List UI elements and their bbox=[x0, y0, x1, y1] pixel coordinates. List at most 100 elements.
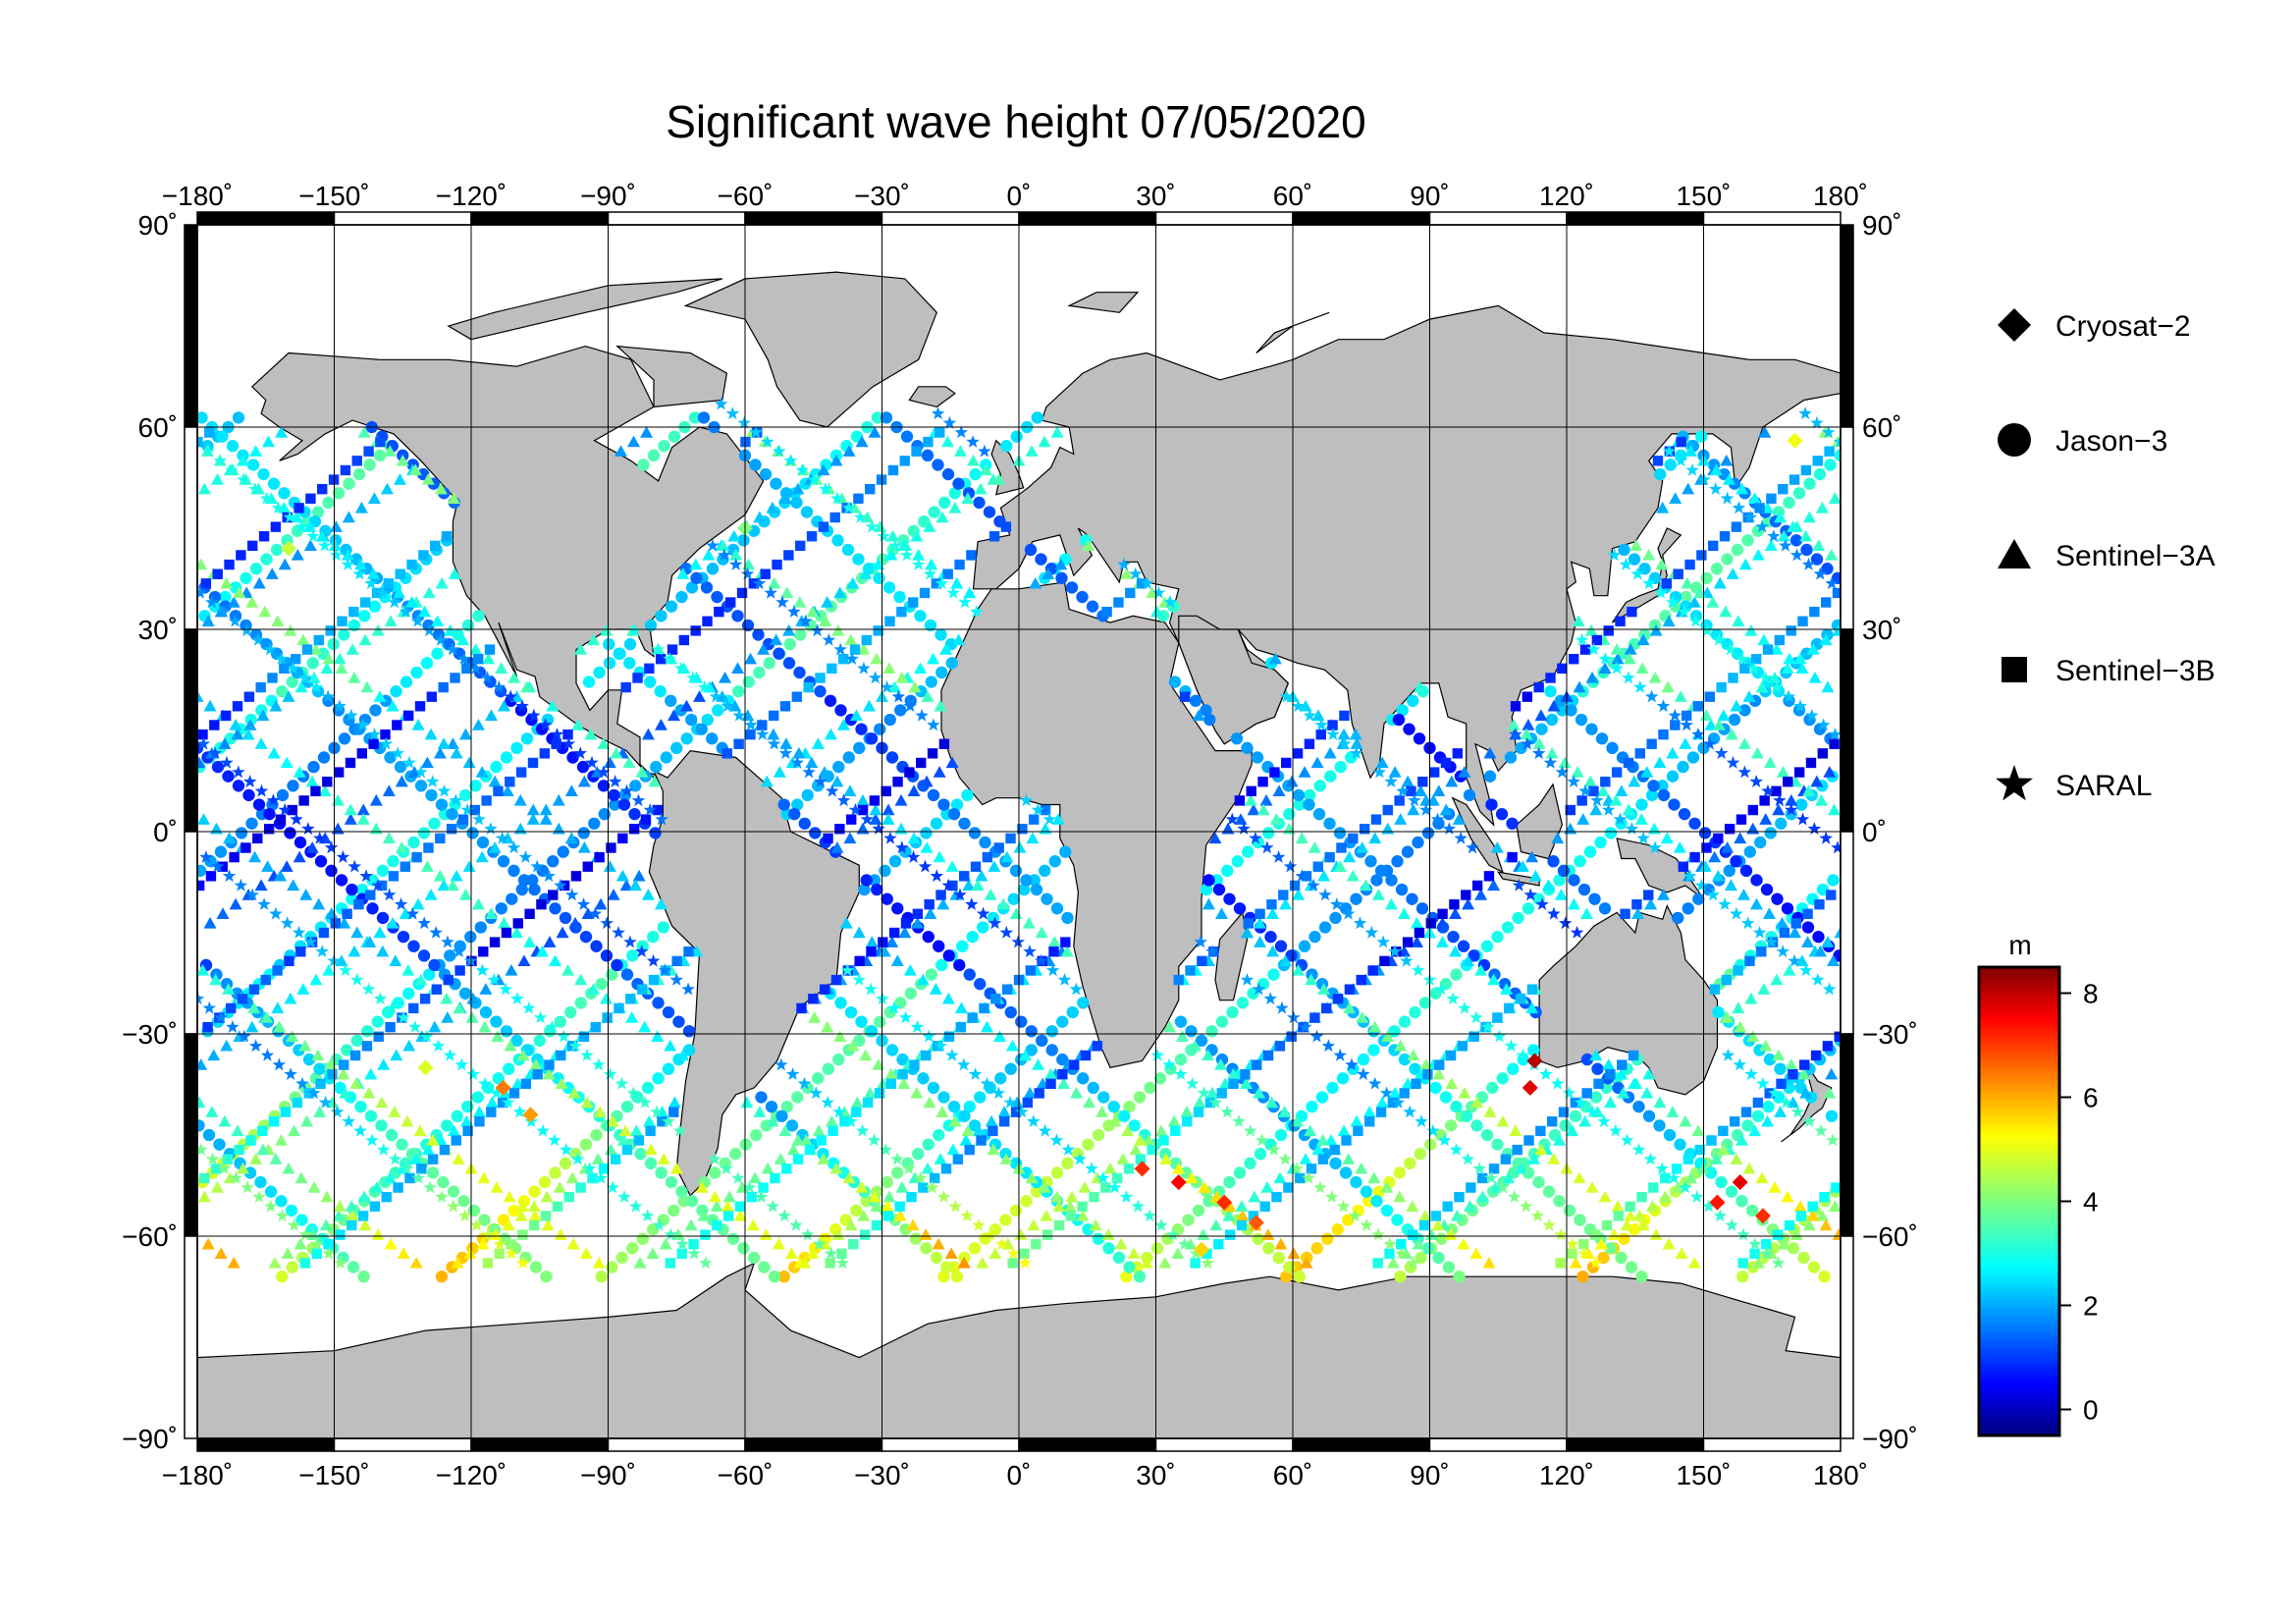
track-square-point bbox=[520, 1078, 531, 1090]
track-triangle-point bbox=[987, 1143, 1000, 1156]
track-triangle-point bbox=[290, 511, 303, 523]
track-triangle-point bbox=[1744, 623, 1758, 636]
track-circle-point bbox=[1303, 798, 1315, 811]
track-star-point bbox=[840, 963, 855, 977]
track-triangle-point bbox=[1311, 1143, 1325, 1156]
track-square-point bbox=[599, 1163, 610, 1174]
track-triangle-point bbox=[1368, 1020, 1382, 1033]
track-triangle-point bbox=[1516, 860, 1529, 872]
track-square-point bbox=[501, 927, 512, 939]
track-triangle-point bbox=[988, 860, 1001, 872]
track-circle-point bbox=[655, 610, 667, 622]
track-triangle-point bbox=[843, 784, 857, 796]
track-triangle-point bbox=[778, 492, 792, 504]
track-triangle-point bbox=[1227, 1067, 1241, 1080]
track-triangle-point bbox=[1393, 1190, 1407, 1203]
track-star-point bbox=[1117, 557, 1131, 570]
track-triangle-point bbox=[395, 840, 408, 853]
track-star-point bbox=[1743, 510, 1758, 523]
track-square-point bbox=[990, 994, 1001, 1004]
track-circle-point bbox=[1123, 1100, 1136, 1113]
track-star-point bbox=[287, 1217, 301, 1231]
track-triangle-point bbox=[859, 568, 873, 579]
track-square-point bbox=[1636, 1191, 1647, 1203]
x-tick-label-top: 180˚ bbox=[1813, 181, 1868, 211]
track-triangle-point bbox=[373, 690, 387, 702]
track-circle-point bbox=[1393, 1166, 1406, 1179]
track-circle-point bbox=[1535, 723, 1548, 735]
track-square-point bbox=[909, 1059, 920, 1070]
track-circle-point bbox=[1401, 845, 1415, 858]
track-triangle-point bbox=[693, 690, 706, 702]
track-square-point bbox=[1570, 1097, 1581, 1109]
track-square-point bbox=[474, 1116, 485, 1127]
track-triangle-point bbox=[424, 728, 438, 740]
track-circle-point bbox=[1439, 1091, 1453, 1104]
track-square-point bbox=[1558, 1107, 1570, 1117]
track-circle-point bbox=[1144, 1081, 1156, 1095]
track-star-point bbox=[945, 1048, 959, 1061]
track-triangle-point bbox=[945, 860, 959, 872]
track-star-point bbox=[1400, 953, 1414, 967]
track-square-point bbox=[1170, 1125, 1181, 1137]
track-circle-point bbox=[928, 506, 940, 518]
track-circle-point bbox=[1678, 807, 1691, 821]
track-star-point bbox=[441, 935, 454, 948]
track-triangle-point bbox=[1772, 1049, 1786, 1061]
track-circle-point bbox=[1192, 1204, 1205, 1217]
track-circle-point bbox=[1403, 723, 1415, 735]
track-star-point bbox=[1492, 1029, 1507, 1043]
track-triangle-point bbox=[1644, 897, 1658, 910]
track-triangle-point bbox=[1193, 1096, 1206, 1109]
track-star-point bbox=[1085, 1162, 1098, 1175]
track-triangle-point bbox=[345, 1200, 358, 1212]
track-square-point bbox=[290, 654, 301, 665]
track-circle-point bbox=[1666, 770, 1680, 783]
track-star-point bbox=[388, 595, 401, 609]
track-triangle-point bbox=[654, 897, 667, 910]
track-circle-point bbox=[623, 637, 637, 651]
track-circle-point bbox=[629, 780, 642, 792]
track-square-point bbox=[1744, 955, 1755, 967]
track-circle-point bbox=[1082, 1222, 1095, 1236]
track-square-point bbox=[260, 974, 271, 986]
track-square-point bbox=[515, 767, 527, 778]
track-square-point bbox=[1701, 842, 1712, 853]
track-circle-point bbox=[1409, 1062, 1421, 1075]
track-triangle-point bbox=[459, 1114, 473, 1127]
track-triangle-point bbox=[667, 1096, 681, 1109]
track-square-point bbox=[357, 1211, 369, 1221]
track-triangle-point bbox=[948, 1114, 962, 1127]
track-circle-point bbox=[1813, 467, 1827, 481]
track-triangle-point bbox=[1571, 766, 1584, 778]
track-square-point bbox=[1179, 691, 1191, 702]
track-triangle-point bbox=[1558, 756, 1572, 769]
track-triangle-point bbox=[868, 425, 881, 438]
track-triangle-point bbox=[870, 652, 883, 665]
track-star-point bbox=[1826, 1133, 1840, 1147]
track-star-point bbox=[1194, 935, 1207, 948]
track-square-point bbox=[1185, 965, 1196, 976]
track-circle-point bbox=[1061, 1157, 1074, 1170]
track-square-point bbox=[620, 681, 631, 693]
legend-triangle-icon bbox=[1998, 539, 2031, 568]
track-square-point bbox=[462, 1125, 473, 1137]
track-square-point bbox=[1603, 625, 1614, 636]
track-circle-point bbox=[1522, 902, 1535, 915]
track-star-point bbox=[1730, 906, 1743, 920]
track-triangle-point bbox=[1717, 709, 1731, 722]
track-square-point bbox=[406, 559, 417, 570]
track-square-point bbox=[220, 710, 232, 722]
track-star-point bbox=[810, 623, 825, 637]
track-circle-point bbox=[739, 1138, 752, 1151]
track-triangle-point bbox=[278, 558, 292, 570]
track-circle-point bbox=[865, 1025, 879, 1038]
track-square-point bbox=[330, 918, 341, 929]
track-circle-point bbox=[1553, 874, 1566, 887]
track-circle-point bbox=[1771, 893, 1784, 905]
track-square-point bbox=[505, 776, 515, 787]
novaya-zemlya-land bbox=[1255, 311, 1330, 353]
track-triangle-point bbox=[383, 1171, 397, 1184]
track-square-point bbox=[919, 587, 931, 599]
track-triangle-point bbox=[1308, 840, 1321, 853]
